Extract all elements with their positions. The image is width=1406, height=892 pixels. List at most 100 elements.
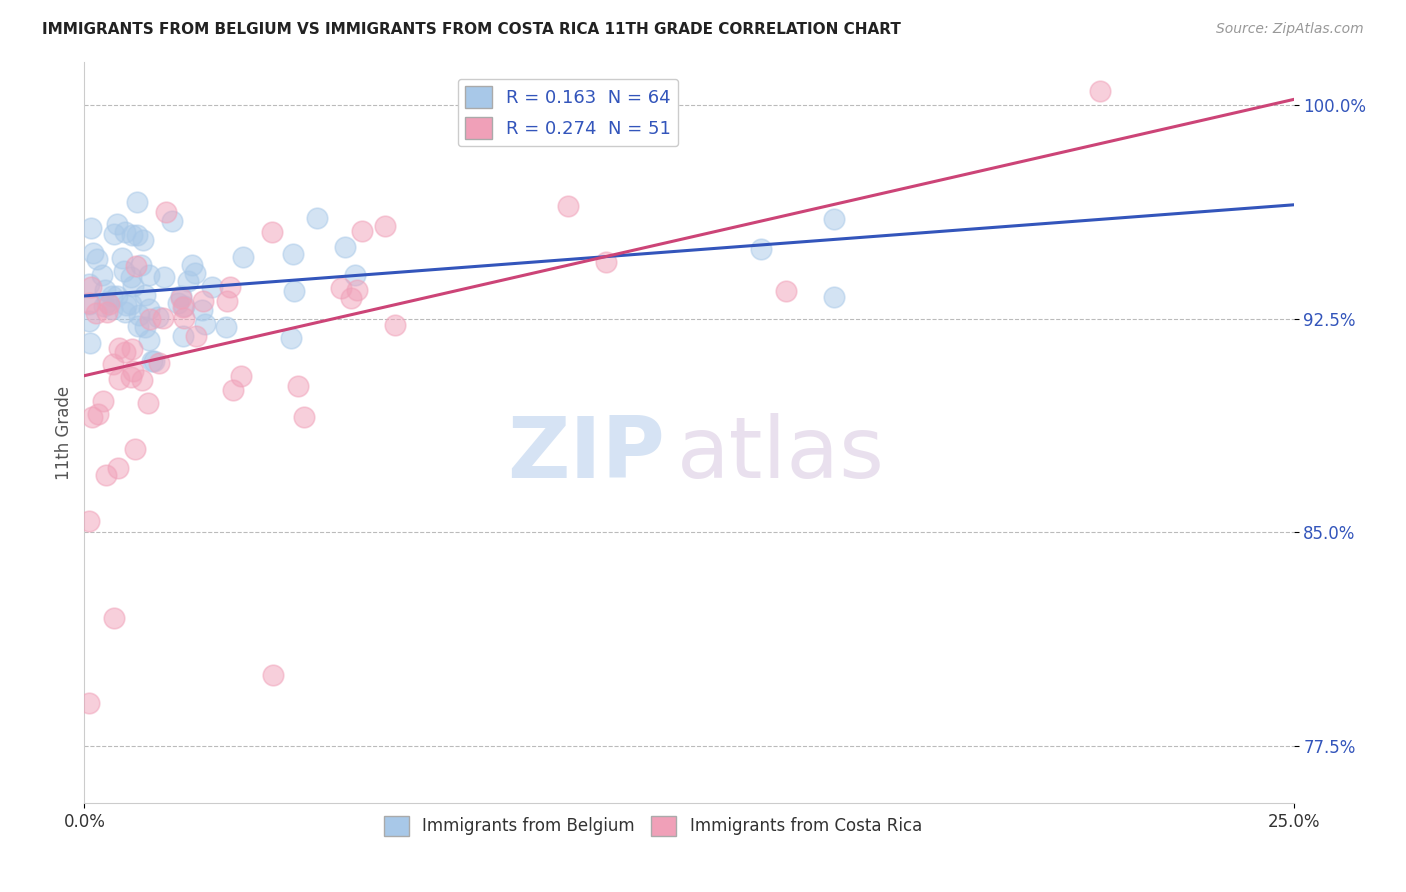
Point bbox=[101, 289, 124, 303]
Point bbox=[201, 280, 224, 294]
Point bbox=[155, 205, 177, 219]
Point bbox=[595, 255, 617, 269]
Text: Source: ZipAtlas.com: Source: ZipAtlas.com bbox=[1216, 22, 1364, 37]
Point bbox=[128, 309, 150, 323]
Point bbox=[138, 302, 160, 317]
Point bbox=[96, 294, 118, 309]
Text: IMMIGRANTS FROM BELGIUM VS IMMIGRANTS FROM COSTA RICA 11TH GRADE CORRELATION CHA: IMMIGRANTS FROM BELGIUM VS IMMIGRANTS FR… bbox=[42, 22, 901, 37]
Point bbox=[283, 247, 305, 261]
Point bbox=[93, 299, 115, 313]
Point bbox=[352, 224, 374, 238]
Point bbox=[148, 356, 170, 370]
Point bbox=[222, 383, 245, 397]
Point bbox=[231, 369, 253, 384]
Point bbox=[124, 442, 146, 457]
Point bbox=[121, 342, 143, 356]
Point bbox=[80, 280, 103, 294]
Point bbox=[823, 212, 845, 227]
Point bbox=[122, 364, 145, 378]
Point bbox=[77, 514, 100, 528]
Point bbox=[335, 240, 357, 254]
Point bbox=[120, 269, 142, 284]
Point bbox=[287, 379, 309, 393]
Point bbox=[96, 305, 118, 319]
Point bbox=[107, 372, 129, 386]
Point bbox=[280, 331, 302, 345]
Point bbox=[215, 293, 238, 308]
Point bbox=[173, 311, 195, 326]
Point bbox=[131, 373, 153, 387]
Point bbox=[82, 409, 104, 424]
Point bbox=[557, 199, 579, 213]
Point bbox=[169, 289, 191, 303]
Point bbox=[108, 341, 131, 355]
Text: ZIP: ZIP bbox=[508, 413, 665, 496]
Point bbox=[94, 468, 117, 483]
Point bbox=[283, 285, 305, 299]
Point bbox=[114, 225, 136, 239]
Point bbox=[260, 225, 283, 239]
Point bbox=[152, 310, 174, 325]
Y-axis label: 11th Grade: 11th Grade bbox=[55, 385, 73, 480]
Point bbox=[173, 298, 195, 312]
Point bbox=[160, 214, 183, 228]
Point bbox=[120, 297, 142, 311]
Point bbox=[125, 227, 148, 242]
Point bbox=[103, 611, 125, 625]
Point bbox=[82, 246, 104, 260]
Point bbox=[191, 302, 214, 317]
Point bbox=[172, 300, 194, 314]
Point bbox=[90, 268, 112, 283]
Point bbox=[105, 217, 128, 231]
Point bbox=[181, 258, 204, 272]
Point bbox=[121, 279, 143, 293]
Point bbox=[191, 293, 214, 308]
Point bbox=[125, 194, 148, 209]
Point bbox=[166, 295, 188, 310]
Point bbox=[1306, 148, 1329, 162]
Point bbox=[823, 290, 845, 304]
Point bbox=[184, 266, 207, 280]
Point bbox=[91, 393, 114, 408]
Point bbox=[79, 335, 101, 350]
Legend: Immigrants from Belgium, Immigrants from Costa Rica: Immigrants from Belgium, Immigrants from… bbox=[377, 809, 928, 843]
Point bbox=[344, 268, 367, 282]
Point bbox=[107, 461, 129, 475]
Point bbox=[124, 259, 146, 273]
Point bbox=[142, 354, 165, 368]
Text: atlas: atlas bbox=[676, 413, 884, 496]
Point bbox=[80, 220, 103, 235]
Point bbox=[184, 329, 207, 343]
Point bbox=[77, 277, 100, 291]
Point bbox=[103, 227, 125, 241]
Point bbox=[77, 696, 100, 710]
Point bbox=[262, 667, 284, 681]
Point bbox=[111, 252, 134, 266]
Point bbox=[134, 288, 156, 302]
Point bbox=[177, 274, 200, 288]
Point bbox=[170, 291, 193, 305]
Point bbox=[138, 268, 160, 282]
Point bbox=[153, 269, 176, 284]
Point bbox=[101, 357, 124, 371]
Point bbox=[114, 344, 136, 359]
Point bbox=[307, 211, 329, 226]
Point bbox=[384, 318, 406, 332]
Point bbox=[121, 228, 143, 243]
Point bbox=[86, 252, 108, 267]
Point bbox=[86, 306, 108, 320]
Point bbox=[751, 242, 773, 256]
Point bbox=[129, 258, 152, 272]
Point bbox=[292, 410, 315, 425]
Point bbox=[97, 297, 120, 311]
Point bbox=[1088, 84, 1111, 98]
Point bbox=[114, 304, 136, 318]
Point bbox=[77, 314, 100, 328]
Point bbox=[148, 310, 170, 325]
Point bbox=[775, 284, 797, 298]
Point bbox=[330, 281, 353, 295]
Point bbox=[112, 264, 135, 278]
Point bbox=[194, 317, 217, 331]
Point bbox=[105, 289, 128, 303]
Point bbox=[374, 219, 396, 234]
